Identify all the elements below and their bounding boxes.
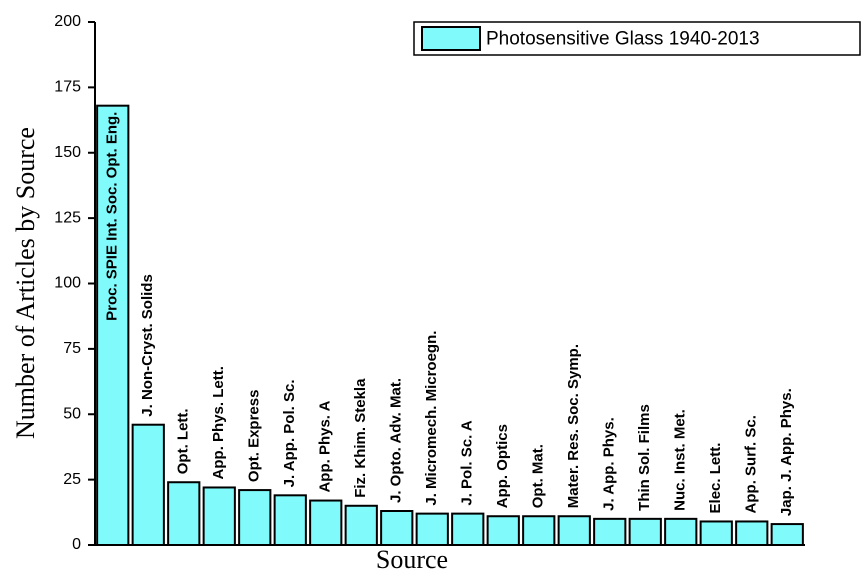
- bar-label: Fiz. Khim. Stekla: [352, 378, 369, 498]
- bar: [131, 423, 165, 546]
- bar: [344, 504, 378, 546]
- bar-label: Thin Sol. Films: [636, 404, 653, 511]
- bar-label: Opt. Express: [246, 390, 263, 483]
- y-tick-label: 50: [63, 405, 81, 422]
- bar: [522, 515, 556, 546]
- legend-box: [413, 21, 861, 56]
- bar: [202, 486, 236, 546]
- bar: [486, 515, 520, 546]
- bar-label: Nuc. Inst. Met.: [672, 409, 689, 511]
- bar: [309, 499, 343, 547]
- bar: [451, 512, 485, 546]
- bar: [96, 104, 130, 547]
- bar: [593, 517, 627, 546]
- bar-label: Proc. SPIE Int. Soc. Opt. Eng.: [104, 112, 121, 321]
- bar: [664, 517, 698, 546]
- bar-label: J. Opto. Adv. Mat.: [388, 378, 405, 503]
- bar-label: App. Surf. Sc.: [743, 415, 760, 513]
- y-tick-label: 75: [63, 340, 81, 357]
- legend-label: Photosensitive Glass 1940-2013: [486, 29, 760, 50]
- y-tick-label: 175: [54, 79, 81, 96]
- bar-label: App. Phys. Lett.: [210, 366, 227, 479]
- bar: [735, 520, 769, 547]
- bar-label: Opt. Mat.: [530, 444, 547, 508]
- bar: [628, 517, 662, 546]
- bar: [238, 489, 272, 546]
- bar: [699, 520, 733, 547]
- bar: [380, 510, 414, 547]
- bar: [770, 523, 804, 547]
- bar: [273, 494, 307, 547]
- bar-label: App. Optics: [494, 424, 511, 508]
- y-tick-label: 200: [54, 13, 81, 30]
- bar-label: App. Phys. A: [317, 400, 334, 492]
- bar-label: J. Non-Cryst. Solids: [139, 274, 156, 417]
- bar-label: Jap. J. App. Phys.: [778, 388, 795, 516]
- y-tick-label: 0: [72, 536, 81, 553]
- bar-label: Mater. Res. Soc. Symp.: [565, 344, 582, 508]
- y-axis-title: Number of Articles by Source: [11, 127, 40, 439]
- bar-label: J. Micromech. Microegn.: [423, 331, 440, 506]
- bar-label: J. App. Pol. Sc.: [281, 380, 298, 488]
- x-axis-title: Source: [376, 545, 448, 574]
- bar-label: Elec. Lett.: [707, 443, 724, 514]
- bar: [557, 515, 591, 546]
- y-tick-label: 125: [54, 209, 81, 226]
- bar-label: Opt. Lett.: [175, 408, 192, 474]
- bar-label: J. App. Phys.: [601, 417, 618, 511]
- bar-label: J. Pol. Sc. A: [459, 420, 476, 505]
- y-tick-label: 100: [54, 275, 81, 292]
- bar: [415, 512, 449, 546]
- bar: [167, 481, 201, 546]
- y-tick-label: 150: [54, 144, 81, 161]
- legend-swatch: [421, 26, 481, 51]
- y-tick-label: 25: [63, 471, 81, 488]
